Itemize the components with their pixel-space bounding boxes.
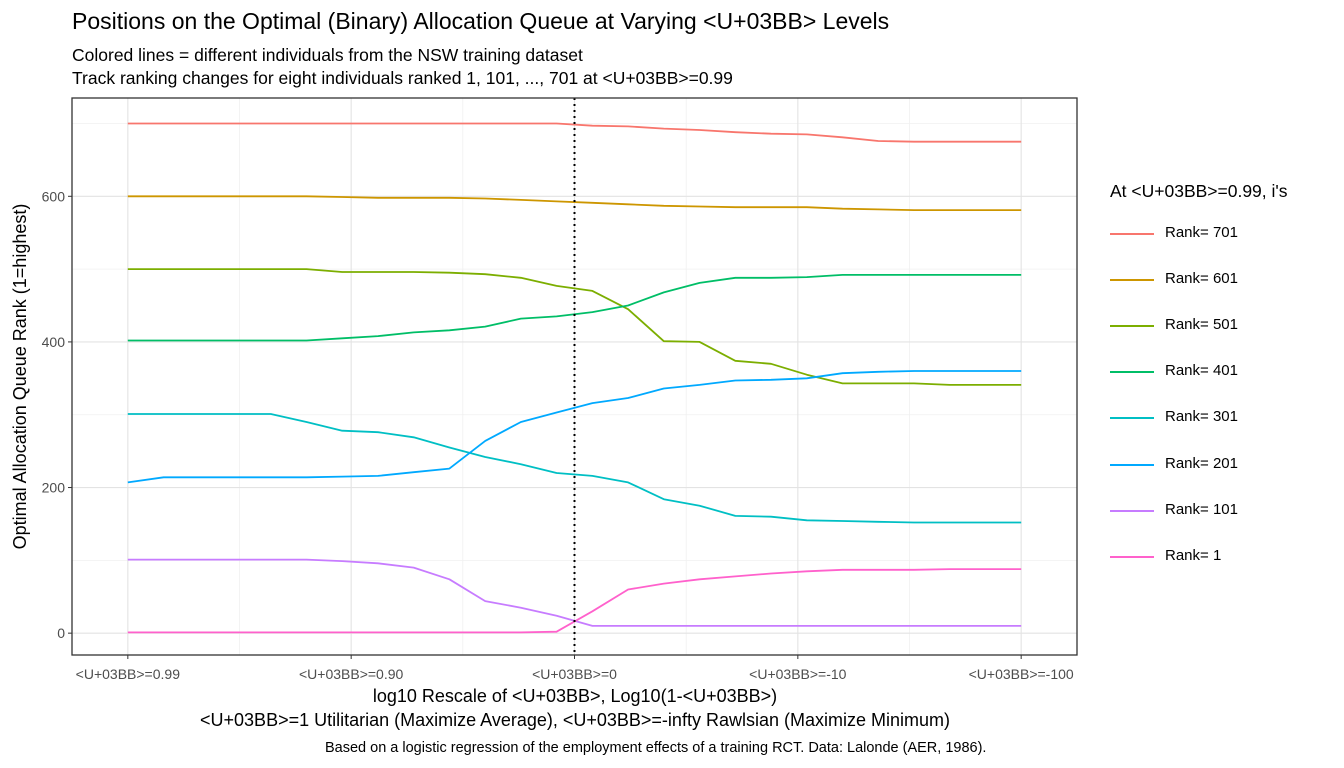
y-tick-label: 0: [57, 625, 65, 641]
series-line-0: [127, 122, 1022, 143]
legend-key: [1110, 325, 1154, 328]
series-line-2: [127, 268, 1022, 386]
legend-label: Rank= 301: [1165, 408, 1238, 426]
legend-key: [1110, 233, 1154, 235]
x-tick-label: <U+03BB>=-100: [969, 666, 1074, 682]
y-tick-label: 200: [42, 480, 66, 496]
chart-title: Positions on the Optimal (Binary) Alloca…: [72, 8, 890, 34]
chart-caption: Based on a logistic regression of the em…: [325, 740, 987, 756]
legend-label: Rank= 401: [1165, 362, 1238, 380]
chart-subtitle-line-1: Colored lines = different individuals fr…: [72, 45, 583, 65]
legend-label: Rank= 701: [1165, 224, 1238, 241]
y-axis-label: Optimal Allocation Queue Rank (1=highest…: [10, 204, 30, 550]
legend-title: At <U+03BB>=0.99, i's: [1110, 181, 1288, 201]
x-axis-label-line-1: log10 Rescale of <U+03BB>, Log10(1-<U+03…: [372, 686, 778, 706]
x-axis-label-line-2: <U+03BB>=1 Utilitarian (Maximize Average…: [200, 710, 950, 730]
series-line-1: [127, 195, 1022, 212]
legend-label: Rank= 1: [1165, 546, 1222, 564]
chart-subtitle-line-2: Track ranking changes for eight individu…: [72, 68, 733, 88]
x-tick-label: <U+03BB>=0: [532, 666, 617, 682]
series-line-5: [127, 370, 1022, 484]
legend-key: [1110, 555, 1154, 558]
legend-key: [1110, 371, 1154, 374]
legend-label: Rank= 201: [1165, 454, 1238, 472]
series-line-4: [127, 413, 1022, 524]
legend-label: Rank= 501: [1165, 316, 1238, 334]
x-tick-label: <U+03BB>=0.99: [76, 666, 181, 682]
y-tick-label: 600: [42, 188, 66, 204]
legend-key: [1110, 417, 1154, 420]
y-tick-label: 400: [42, 334, 66, 350]
legend-key: [1110, 509, 1154, 512]
x-tick-label: <U+03BB>=-10: [749, 666, 847, 682]
legend-key: [1110, 279, 1154, 282]
legend-label: Rank= 601: [1165, 270, 1238, 288]
legend-label: Rank= 101: [1165, 500, 1238, 518]
x-tick-label: <U+03BB>=0.90: [299, 666, 404, 682]
legend-key: [1110, 463, 1154, 466]
